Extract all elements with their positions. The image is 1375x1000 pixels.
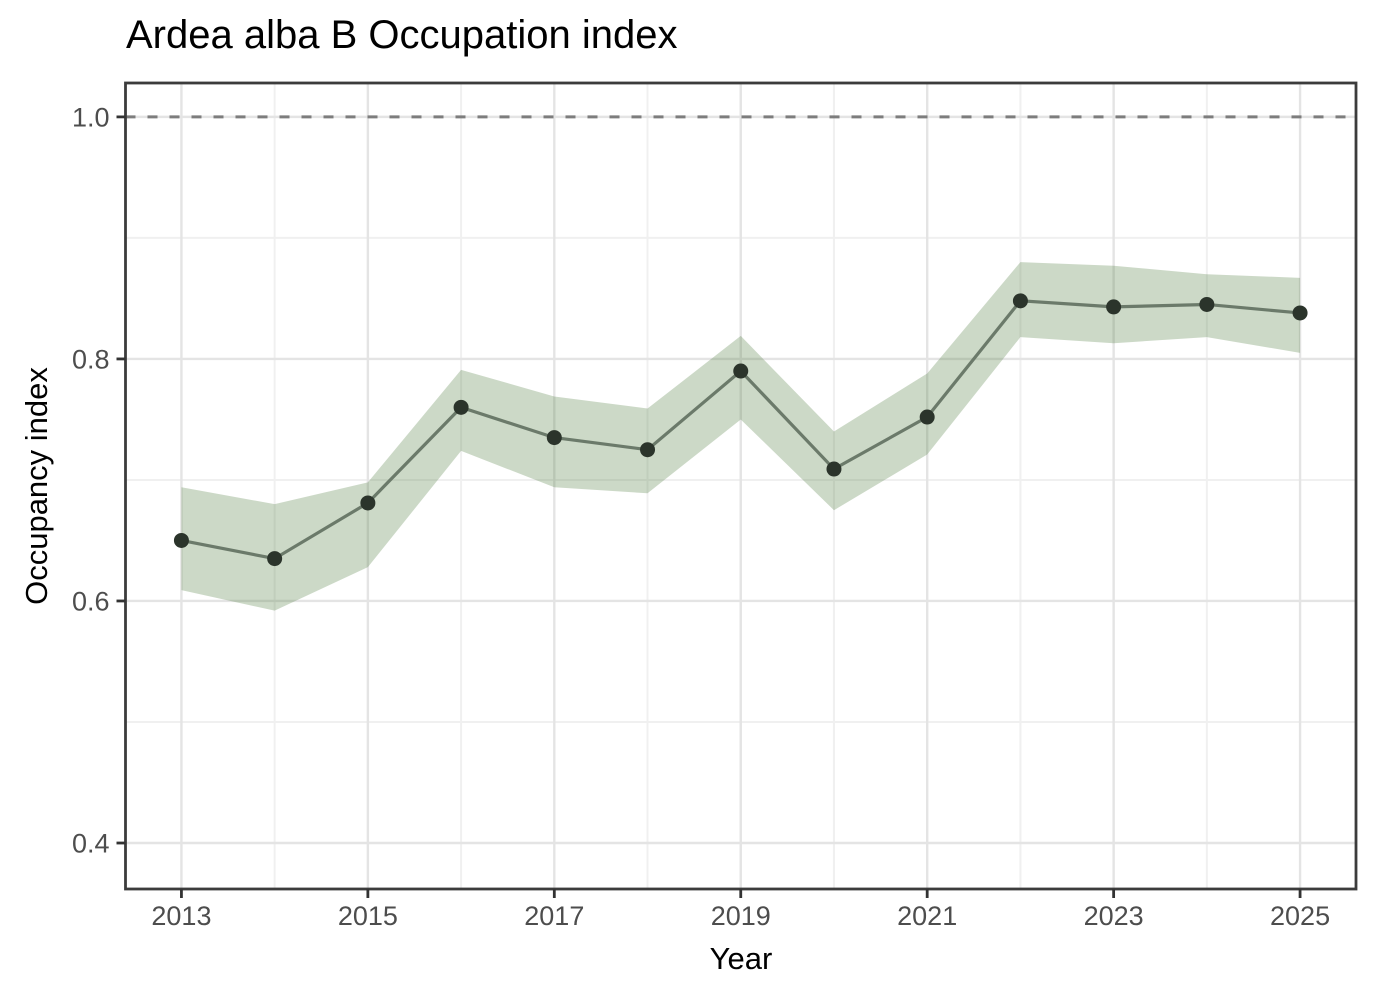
data-point	[733, 363, 749, 379]
x-axis-tick-label: 2025	[1270, 901, 1330, 931]
chart-title: Ardea alba B Occupation index	[126, 13, 678, 57]
x-axis-tick-label: 2013	[151, 901, 211, 931]
confidence-ribbon	[181, 262, 1301, 611]
data-point	[1292, 305, 1308, 321]
data-point	[1012, 293, 1028, 309]
data-point	[360, 495, 376, 511]
data-point	[1106, 299, 1122, 315]
data-point	[173, 532, 189, 548]
data-point	[453, 399, 469, 415]
x-axis-tick-label: 2021	[897, 901, 957, 931]
y-axis-tick-label: 0.8	[72, 344, 110, 374]
data-point	[919, 409, 935, 425]
data-point	[640, 442, 656, 458]
y-axis-tick-label: 0.6	[72, 586, 110, 616]
data-point	[267, 551, 283, 567]
x-axis-title: Year	[709, 941, 773, 976]
x-axis-tick-label: 2017	[524, 901, 584, 931]
y-axis-tick-label: 0.4	[72, 828, 110, 858]
data-point	[546, 430, 562, 446]
x-axis-tick-label: 2019	[711, 901, 771, 931]
data-point	[826, 461, 842, 477]
data-point	[1199, 296, 1215, 312]
y-axis-tick-label: 1.0	[72, 102, 110, 132]
x-axis-tick-label: 2015	[338, 901, 398, 931]
x-axis-tick-label: 2023	[1084, 901, 1144, 931]
